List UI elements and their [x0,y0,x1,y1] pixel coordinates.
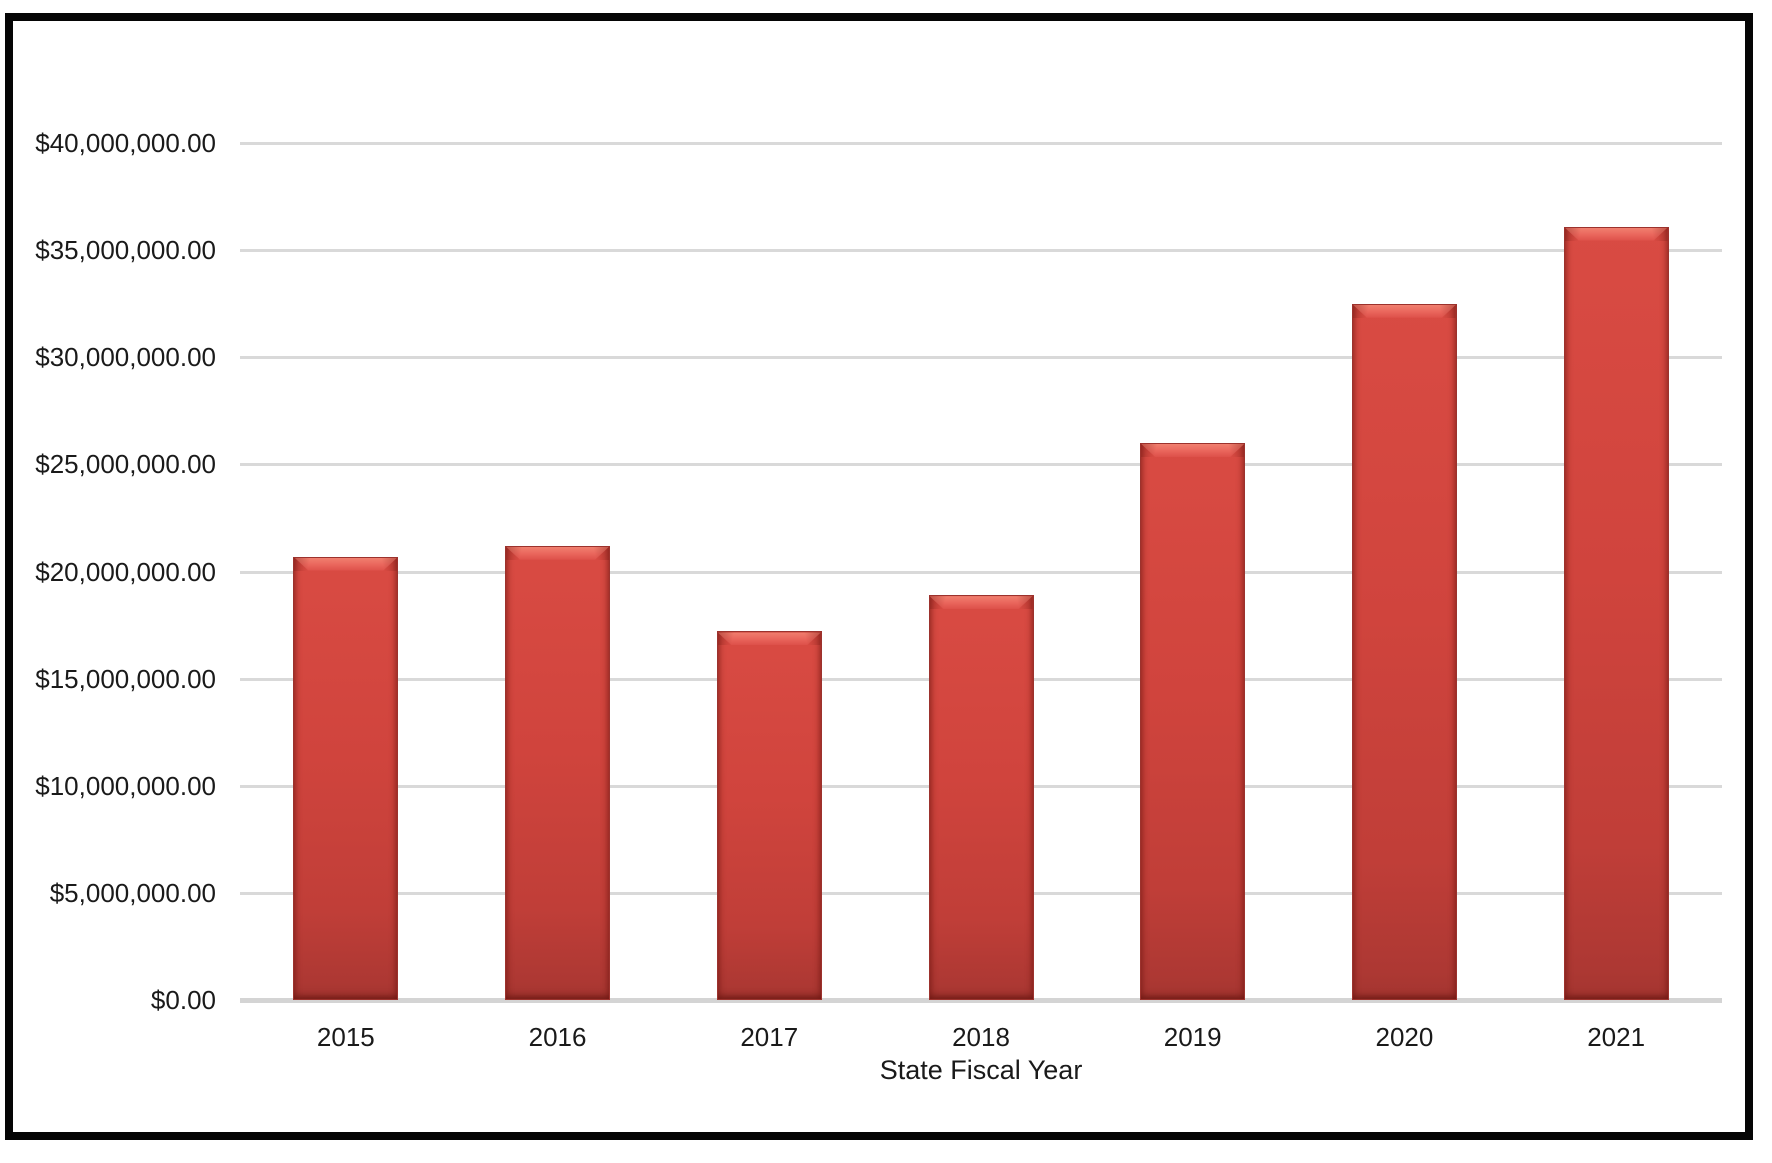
x-tick-label: 2015 [316,1022,375,1052]
bar-2017 [716,631,822,1000]
y-tick-label: $0.00 [150,985,216,1015]
chart-frame [5,13,1753,1140]
x-tick-label: 2019 [1163,1022,1222,1052]
y-gridline [240,142,1722,145]
y-gridline [240,570,1722,574]
x-tick-label: 2016 [528,1022,587,1052]
y-gridline [240,356,1722,360]
y-tick-label: $30,000,000.00 [35,342,216,373]
y-tick-label: $25,000,000.00 [35,449,216,480]
x-tick-label: 2021 [1587,1022,1646,1052]
bar-2015 [293,556,399,1000]
y-tick-label: $15,000,000.00 [35,663,216,694]
bar-2021 [1563,226,1669,1000]
y-tick-label: $10,000,000.00 [35,770,216,801]
y-tick-label: $35,000,000.00 [35,235,216,266]
chart-title-area [540,40,1440,120]
y-gridline [240,249,1722,253]
y-gridline [240,463,1722,467]
x-axis-line [240,998,1722,1003]
x-tick-label: 2018 [952,1022,1010,1052]
bar-2020 [1351,303,1457,1000]
y-tick-label: $20,000,000.00 [35,556,216,587]
y-tick-label: $40,000,000.00 [35,128,216,158]
bar-2016 [505,545,611,1000]
x-tick-label: 2017 [740,1022,799,1052]
x-axis-title: State Fiscal Year [879,1055,1083,1085]
y-tick-label: $5,000,000.00 [49,877,216,908]
x-tick-label: 2020 [1375,1022,1434,1052]
bar-2018 [928,595,1034,1000]
bar-2019 [1140,442,1246,1000]
